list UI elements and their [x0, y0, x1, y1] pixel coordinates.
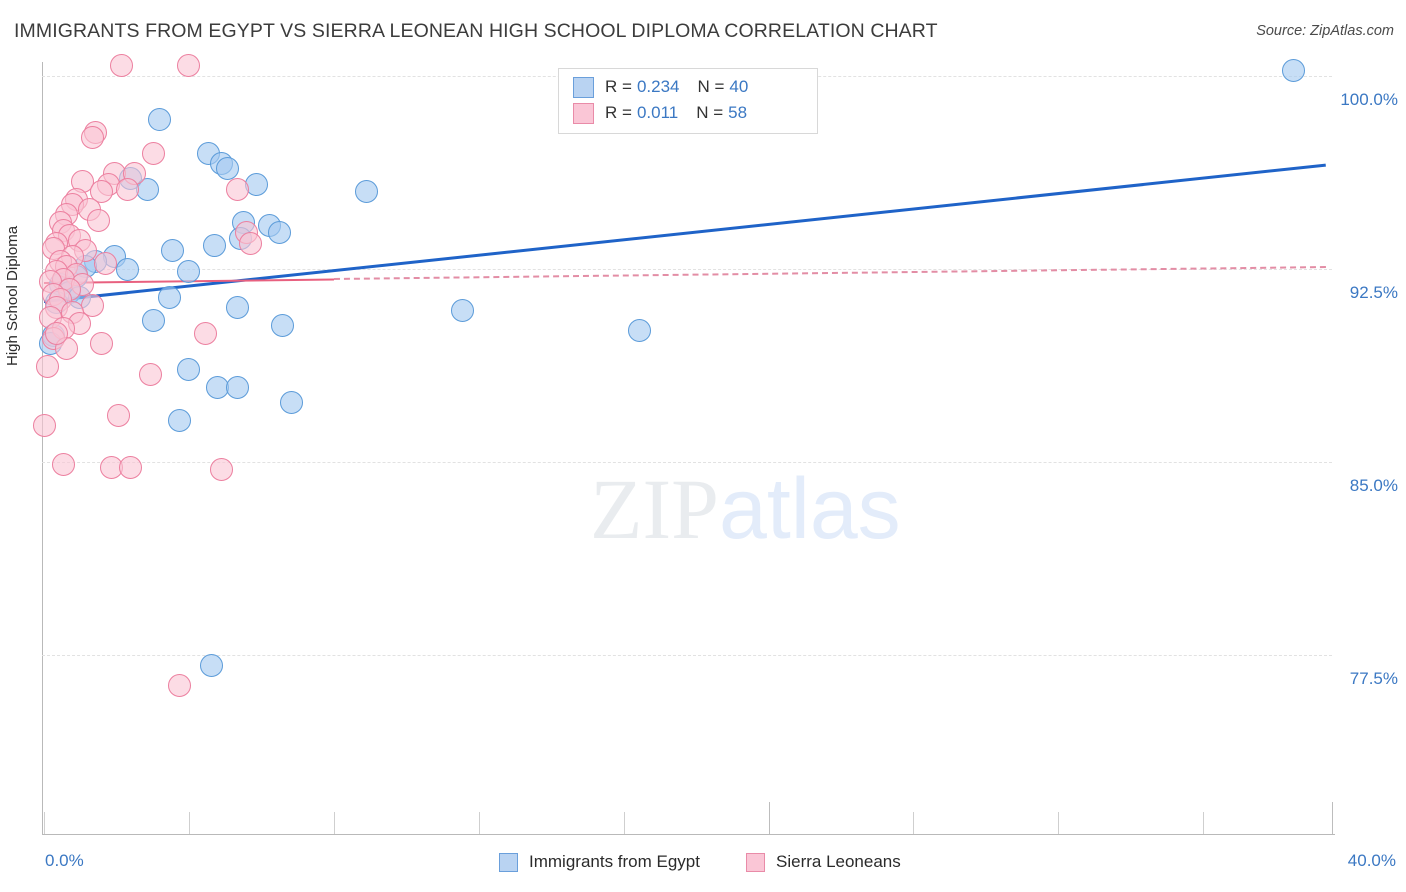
legend-item-egypt[interactable]: Immigrants from Egypt — [499, 852, 700, 872]
gridline — [42, 269, 1332, 270]
data-point-egypt[interactable] — [203, 234, 227, 258]
series-legend: Immigrants from Egypt Sierra Leoneans — [499, 852, 947, 872]
watermark-zip: ZIP — [590, 461, 719, 557]
data-point-egypt[interactable] — [141, 308, 165, 332]
correlation-stats-box: R = 0.234 N = 40 R = 0.011 N = 58 — [558, 68, 818, 134]
data-point-egypt[interactable] — [177, 357, 201, 381]
data-point-egypt[interactable] — [451, 298, 475, 322]
x-axis-tick — [479, 812, 480, 834]
page-title: IMMIGRANTS FROM EGYPT VS SIERRA LEONEAN … — [14, 20, 938, 42]
data-point-sierra[interactable] — [167, 674, 191, 698]
y-axis-title: High School Diploma — [4, 225, 21, 366]
data-point-sierra[interactable] — [90, 180, 114, 204]
data-point-sierra[interactable] — [32, 414, 56, 438]
data-point-sierra[interactable] — [93, 252, 117, 276]
y-axis-tick-label: 77.5% — [1349, 669, 1398, 688]
x-axis-tick — [189, 812, 190, 834]
data-point-sierra[interactable] — [80, 126, 104, 150]
stats-r-value-sierra: 0.011 — [636, 103, 679, 122]
data-point-egypt[interactable] — [225, 375, 249, 399]
data-point-sierra[interactable] — [177, 54, 201, 78]
data-point-sierra[interactable] — [238, 231, 262, 255]
data-point-sierra[interactable] — [116, 177, 140, 201]
data-point-sierra[interactable] — [35, 355, 59, 379]
data-point-egypt[interactable] — [216, 157, 240, 181]
x-axis-min-label: 0.0% — [45, 851, 84, 870]
data-point-sierra[interactable] — [90, 332, 114, 356]
x-axis-line — [42, 834, 1335, 835]
legend-swatch-egypt — [499, 852, 518, 872]
data-point-egypt[interactable] — [267, 221, 291, 245]
data-point-sierra[interactable] — [225, 177, 249, 201]
stats-r-label-egypt: R = — [605, 77, 632, 96]
data-point-egypt[interactable] — [116, 257, 140, 281]
stats-row-egypt: R = 0.234 N = 40 — [573, 74, 748, 100]
gridline — [42, 655, 1332, 656]
data-point-egypt[interactable] — [225, 296, 249, 320]
data-point-sierra[interactable] — [138, 363, 162, 386]
source-label: Source: ZipAtlas.com — [1256, 23, 1394, 39]
data-point-egypt[interactable] — [167, 409, 191, 433]
data-point-egypt[interactable] — [628, 319, 652, 343]
x-axis-tick — [1332, 802, 1333, 834]
data-point-egypt[interactable] — [177, 260, 201, 284]
data-point-egypt[interactable] — [280, 391, 304, 415]
data-point-sierra[interactable] — [209, 458, 233, 482]
stats-n-label-egypt: N = — [697, 77, 725, 96]
data-point-egypt[interactable] — [148, 108, 172, 132]
data-point-sierra[interactable] — [87, 208, 111, 232]
x-axis-max-label: 40.0% — [1347, 851, 1396, 870]
x-axis-tick — [1203, 812, 1204, 834]
stats-n-value-egypt: 40 — [729, 77, 749, 96]
data-point-sierra[interactable] — [109, 54, 133, 78]
data-point-egypt[interactable] — [270, 314, 294, 338]
x-axis-tick — [913, 812, 914, 834]
x-axis-tick — [1058, 812, 1059, 834]
data-point-egypt[interactable] — [354, 180, 378, 204]
x-axis-tick — [334, 812, 335, 834]
stats-r-value-egypt: 0.234 — [636, 77, 680, 96]
stats-row-sierra: R = 0.011 N = 58 — [573, 100, 747, 126]
y-axis-tick-label: 92.5% — [1349, 283, 1398, 302]
stats-n-value-sierra: 58 — [728, 103, 748, 122]
data-point-sierra[interactable] — [51, 453, 75, 477]
plot-area: ZIPatlas — [32, 54, 1332, 834]
data-point-sierra[interactable] — [45, 321, 69, 345]
y-axis-tick-label: 85.0% — [1349, 476, 1398, 495]
stats-n-label-sierra: N = — [696, 103, 724, 122]
data-point-sierra[interactable] — [106, 404, 130, 428]
stats-swatch-egypt — [573, 76, 594, 98]
data-point-egypt[interactable] — [1281, 59, 1305, 83]
legend-label-sierra: Sierra Leoneans — [776, 852, 901, 871]
data-point-sierra[interactable] — [193, 321, 217, 345]
stats-r-label-sierra: R = — [605, 103, 632, 122]
watermark: ZIPatlas — [590, 466, 901, 552]
y-axis-tick-label: 100.0% — [1340, 90, 1398, 109]
x-axis-tick — [44, 812, 45, 834]
stats-swatch-sierra — [573, 102, 594, 124]
x-axis-tick — [624, 812, 625, 834]
data-point-egypt[interactable] — [161, 239, 185, 263]
watermark-atlas: atlas — [719, 461, 901, 557]
x-axis-tick — [769, 802, 770, 834]
data-point-sierra[interactable] — [119, 455, 143, 479]
legend-swatch-sierra — [746, 852, 765, 872]
legend-label-egypt: Immigrants from Egypt — [529, 852, 700, 871]
gridline — [42, 462, 1332, 463]
data-point-egypt[interactable] — [158, 285, 182, 309]
legend-item-sierra[interactable]: Sierra Leoneans — [746, 852, 901, 872]
data-point-egypt[interactable] — [199, 653, 223, 677]
data-point-sierra[interactable] — [141, 141, 165, 165]
y-axis-line — [42, 62, 43, 834]
